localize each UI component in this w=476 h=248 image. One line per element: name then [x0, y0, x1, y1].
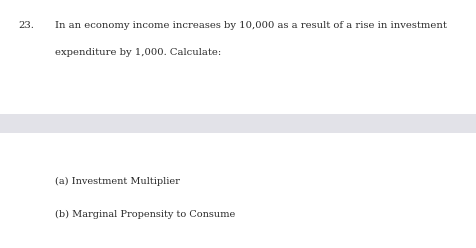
Text: expenditure by 1,000. Calculate:: expenditure by 1,000. Calculate: — [55, 48, 221, 57]
Bar — [0, 114, 476, 133]
Text: 23.: 23. — [18, 21, 34, 30]
Text: (a) Investment Multiplier: (a) Investment Multiplier — [55, 177, 179, 186]
Text: (b) Marginal Propensity to Consume: (b) Marginal Propensity to Consume — [55, 210, 235, 219]
Text: In an economy income increases by 10,000 as a result of a rise in investment: In an economy income increases by 10,000… — [55, 21, 446, 30]
